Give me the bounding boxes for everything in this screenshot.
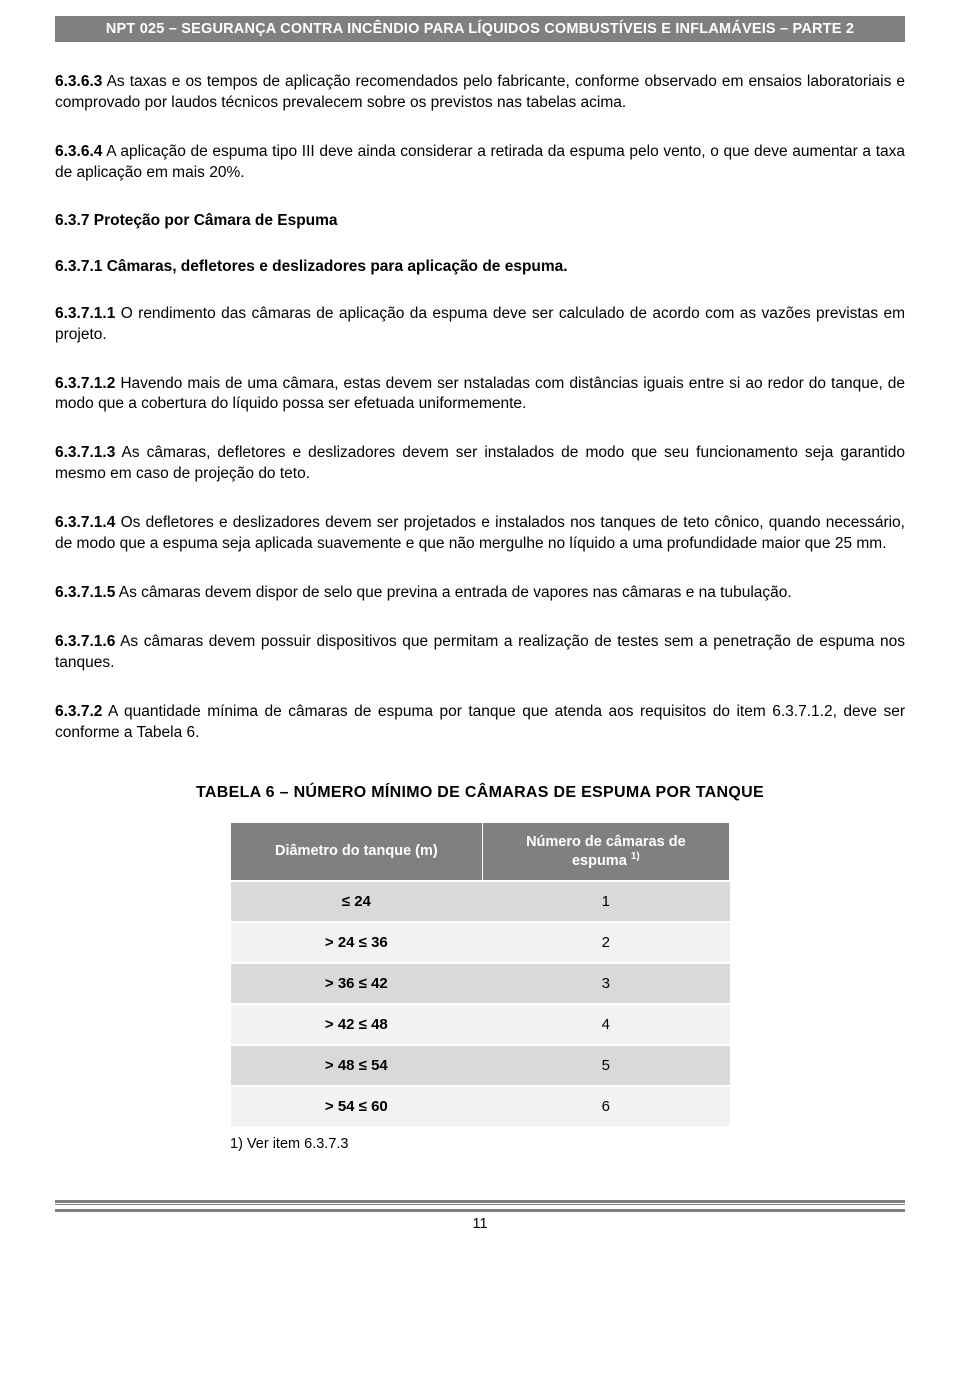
col2-line2: espuma [572, 853, 631, 869]
table-6-title: TABELA 6 – NÚMERO MÍNIMO DE CÂMARAS DE E… [55, 784, 905, 802]
table-col-numero: Número de câmaras de espuma 1) [482, 822, 729, 881]
para-num: 6.3.7.2 [55, 703, 102, 720]
para-text: As taxas e os tempos de aplicação recome… [55, 73, 905, 111]
para-6-3-6-4: 6.3.6.4 A aplicação de espuma tipo III d… [55, 142, 905, 184]
cell-numero: 2 [482, 922, 729, 963]
para-text: A aplicação de espuma tipo III deve aind… [55, 143, 905, 181]
para-text: Havendo mais de uma câmara, estas devem … [55, 375, 905, 413]
para-num: 6.3.6.4 [55, 143, 102, 160]
table-row: > 36 ≤ 42 3 [231, 963, 730, 1004]
para-text: O rendimento das câmaras de aplicação da… [55, 305, 905, 343]
para-num: 6.3.7.1.6 [55, 633, 115, 650]
table-header-row: Diâmetro do tanque (m) Número de câmaras… [231, 822, 730, 881]
col2-sup: 1) [631, 851, 640, 862]
para-text: As câmaras, defletores e deslizadores de… [55, 444, 905, 482]
para-6-3-7-1-6: 6.3.7.1.6 As câmaras devem possuir dispo… [55, 632, 905, 674]
col2-line1: Número de câmaras de [526, 834, 686, 850]
para-text: A quantidade mínima de câmaras de espuma… [55, 703, 905, 741]
table-col-diametro: Diâmetro do tanque (m) [231, 822, 483, 881]
table-6-wrapper: Diâmetro do tanque (m) Número de câmaras… [230, 822, 730, 1152]
table-6: Diâmetro do tanque (m) Número de câmaras… [230, 822, 730, 1128]
cell-diametro: > 42 ≤ 48 [231, 1004, 483, 1045]
para-num: 6.3.7.1.2 [55, 375, 115, 392]
page-number: 11 [55, 1216, 905, 1232]
table-6-footnote: 1) Ver item 6.3.7.3 [230, 1136, 730, 1152]
cell-numero: 5 [482, 1045, 729, 1086]
table-row: ≤ 24 1 [231, 881, 730, 922]
section-6-3-7-title: 6.3.7 Proteção por Câmara de Espuma [55, 212, 905, 230]
para-6-3-7-1-3: 6.3.7.1.3 As câmaras, defletores e desli… [55, 443, 905, 485]
para-num: 6.3.7.1.3 [55, 444, 115, 461]
cell-numero: 6 [482, 1086, 729, 1127]
para-6-3-6-3: 6.3.6.3 As taxas e os tempos de aplicaçã… [55, 72, 905, 114]
page-header-bar: NPT 025 – SEGURANÇA CONTRA INCÊNDIO PARA… [55, 16, 905, 42]
cell-diametro: > 24 ≤ 36 [231, 922, 483, 963]
cell-numero: 4 [482, 1004, 729, 1045]
para-num: 6.3.6.3 [55, 73, 102, 90]
table-row: > 42 ≤ 48 4 [231, 1004, 730, 1045]
para-6-3-7-1-4: 6.3.7.1.4 Os defletores e deslizadores d… [55, 513, 905, 555]
table-row: > 54 ≤ 60 6 [231, 1086, 730, 1127]
para-num: 6.3.7.1.5 [55, 584, 115, 601]
para-num: 6.3.7.1.1 [55, 305, 115, 322]
cell-numero: 3 [482, 963, 729, 1004]
table-row: > 48 ≤ 54 5 [231, 1045, 730, 1086]
para-text: Os defletores e deslizadores devem ser p… [55, 514, 905, 552]
header-title: NPT 025 – SEGURANÇA CONTRA INCÊNDIO PARA… [106, 21, 854, 37]
cell-diametro: ≤ 24 [231, 881, 483, 922]
para-6-3-7-2: 6.3.7.2 A quantidade mínima de câmaras d… [55, 702, 905, 744]
cell-diametro: > 48 ≤ 54 [231, 1045, 483, 1086]
para-6-3-7-1-1: 6.3.7.1.1 O rendimento das câmaras de ap… [55, 304, 905, 346]
para-6-3-7-1-5: 6.3.7.1.5 As câmaras devem dispor de sel… [55, 583, 905, 604]
para-num: 6.3.7.1.4 [55, 514, 115, 531]
subsection-6-3-7-1-title: 6.3.7.1 Câmaras, defletores e deslizador… [55, 258, 905, 276]
para-6-3-7-1-2: 6.3.7.1.2 Havendo mais de uma câmara, es… [55, 374, 905, 416]
table-row: > 24 ≤ 36 2 [231, 922, 730, 963]
footer-divider [55, 1200, 905, 1212]
document-page: NPT 025 – SEGURANÇA CONTRA INCÊNDIO PARA… [0, 0, 960, 1381]
cell-numero: 1 [482, 881, 729, 922]
para-text: As câmaras devem dispor de selo que prev… [115, 584, 791, 601]
para-text: As câmaras devem possuir dispositivos qu… [55, 633, 905, 671]
cell-diametro: > 36 ≤ 42 [231, 963, 483, 1004]
cell-diametro: > 54 ≤ 60 [231, 1086, 483, 1127]
